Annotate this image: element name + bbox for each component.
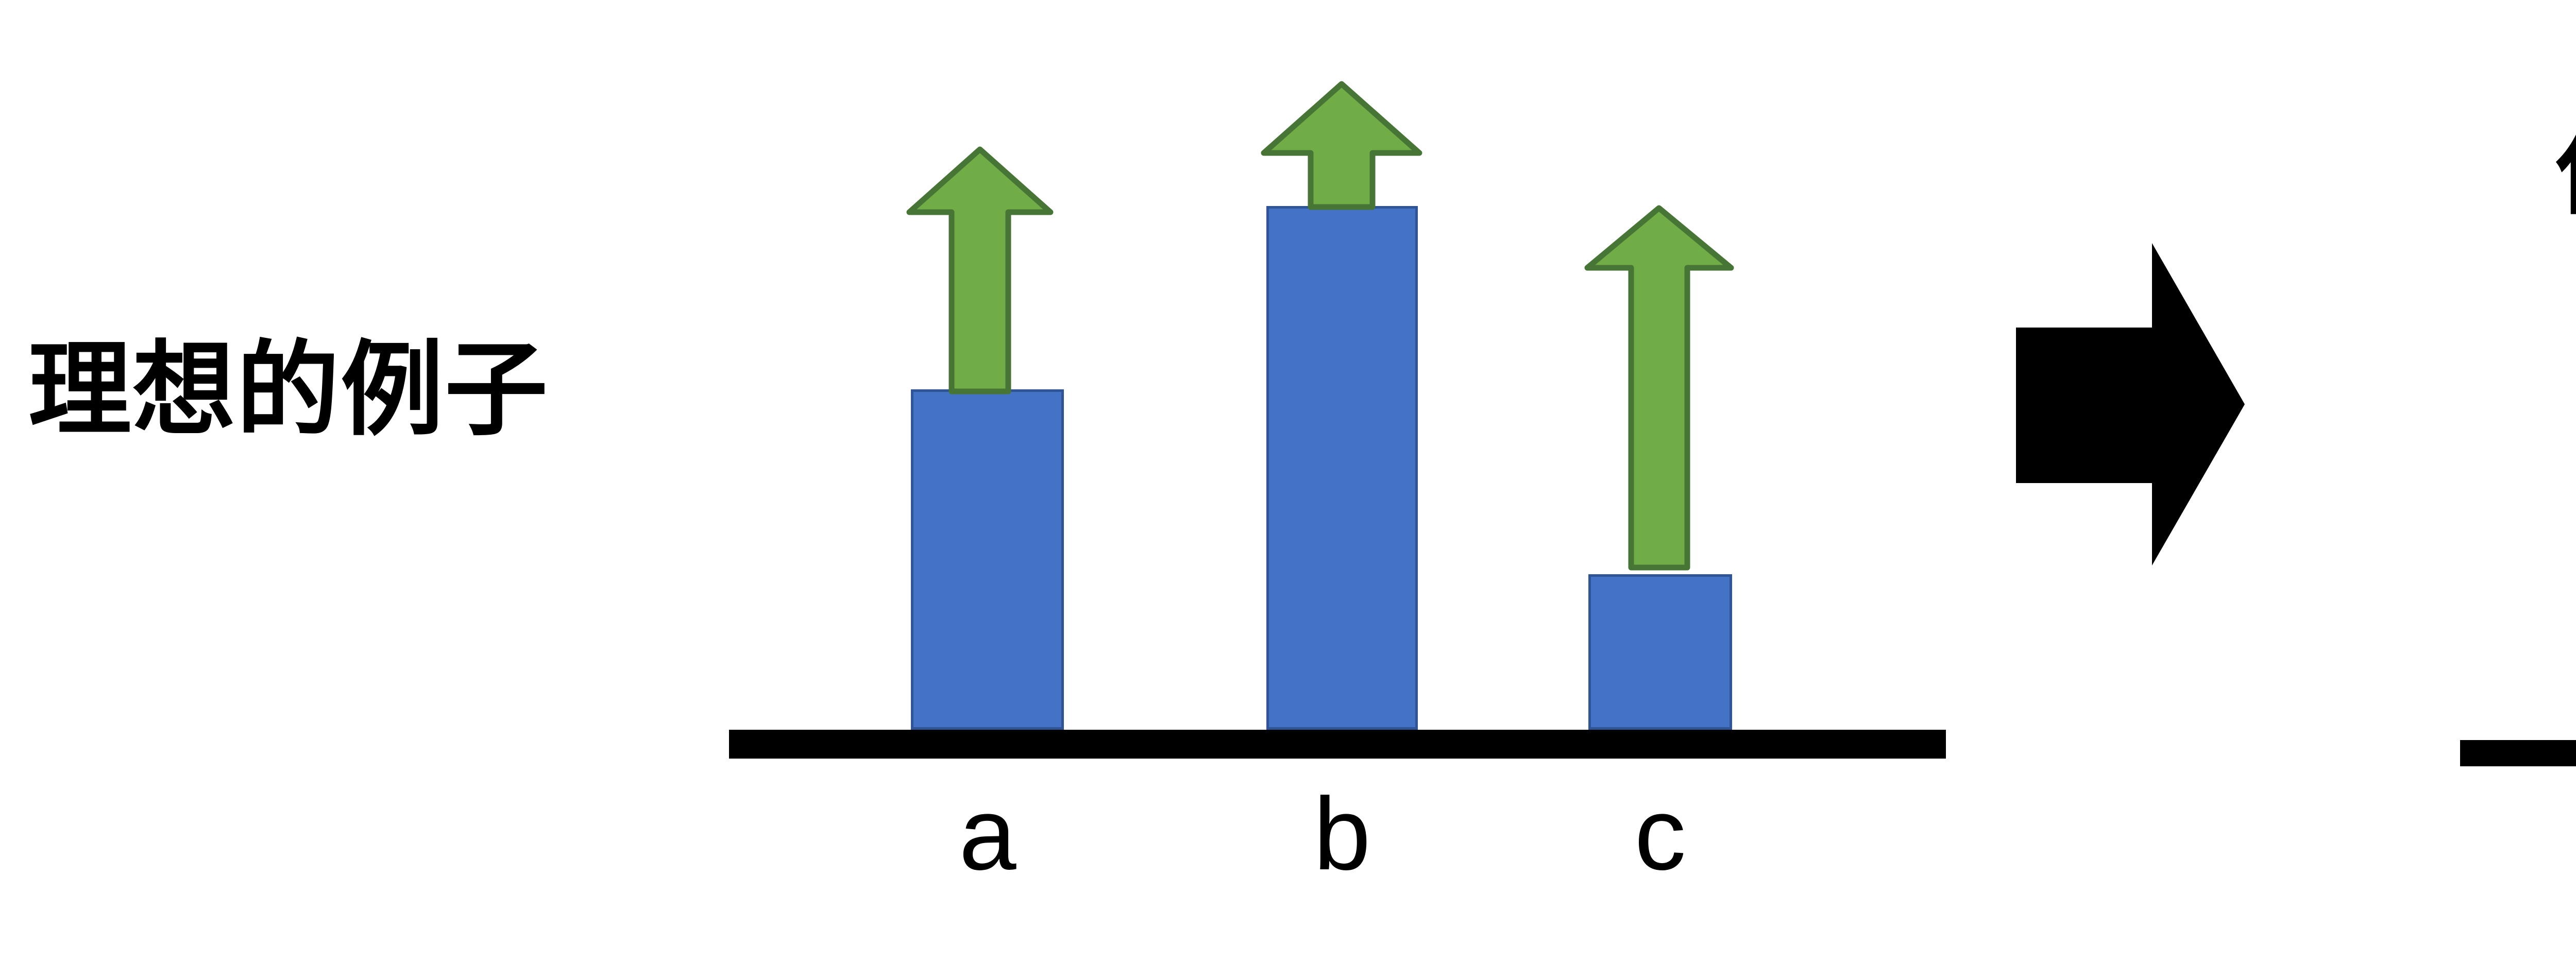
ideal-example-caption: 理想的例子	[28, 334, 549, 448]
ideal-chart-label-b: b	[1313, 777, 1371, 891]
ideal-chart-label-a: a	[959, 777, 1016, 891]
ideal-bar-a	[911, 389, 1064, 730]
ideal-bar-c	[1588, 574, 1732, 730]
black-right-arrow-icon	[2016, 243, 2245, 565]
growth-arrow-b-icon	[1261, 81, 1422, 210]
growth-arrow-c-icon	[1584, 205, 1734, 571]
ideal-bar-b	[1266, 206, 1418, 730]
ideal-chart-label-c: c	[1634, 777, 1686, 891]
reality-title: 但是实际上……	[2555, 124, 2576, 221]
reality-chart-axis-line	[2460, 740, 2576, 766]
ideal-chart-axis-line	[729, 730, 1946, 759]
growth-arrow-a-icon	[906, 146, 1054, 394]
